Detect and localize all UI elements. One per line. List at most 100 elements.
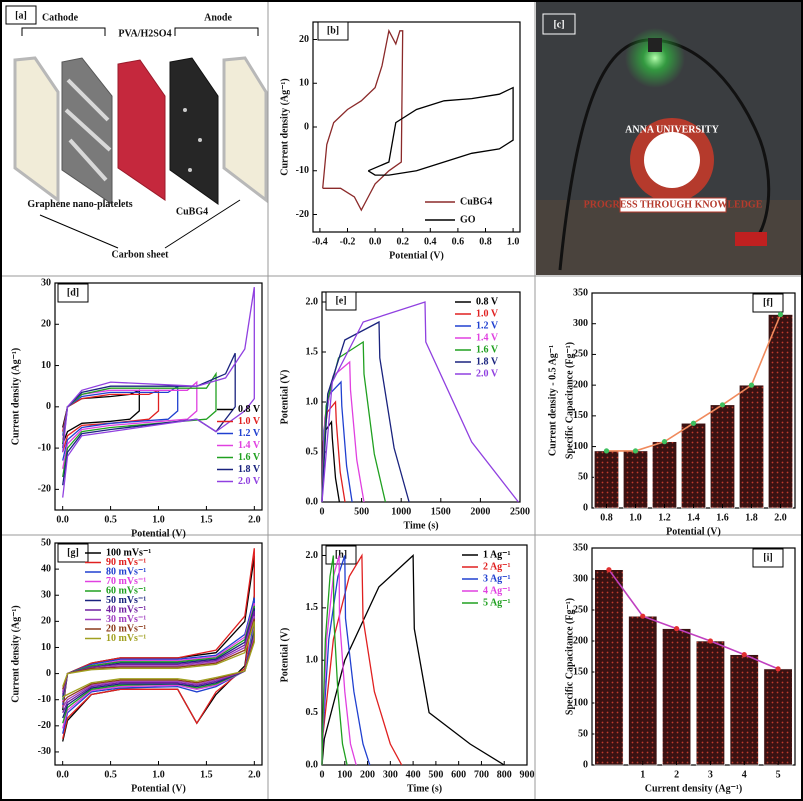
chart-panel: -20 -10 0 10 20 -0.4 -0.2 0.0 0.2 0.4 0.6 0.8 1.0 Pot…	[279, 21, 521, 261]
y-tick-label: 0	[46, 401, 51, 412]
bar	[763, 668, 793, 766]
x-tick-label: 400	[406, 769, 421, 780]
y-tick-label: 40	[41, 563, 51, 574]
legend-label: 4 Ag⁻¹	[483, 585, 510, 596]
x-tick-label: 1500	[431, 506, 451, 517]
trend-marker	[741, 652, 747, 658]
x-tick-label: 1.0	[629, 512, 642, 523]
y-tick-label: 0.0	[306, 496, 319, 507]
y-tick-label: 0	[46, 668, 51, 679]
x-tick-label: 2.0	[248, 514, 261, 525]
x-tick-label: 0.8	[600, 512, 613, 523]
legend-label: 1.0 V	[238, 416, 261, 427]
bar	[594, 450, 619, 509]
legend-label: CuBG4	[460, 196, 492, 207]
y-tick-label: -10	[38, 694, 51, 705]
legend-label: 0.8 V	[238, 404, 261, 415]
legend-label: 90 mVs⁻¹	[106, 557, 146, 568]
y-tick-label: -10	[296, 165, 309, 176]
x-tick-label: 200	[360, 769, 375, 780]
legend-label: 10 mVs⁻¹	[106, 633, 146, 644]
y-tick-label: 1.5	[306, 346, 319, 357]
electrolyte-label: PVA/H2SO4	[118, 28, 171, 39]
plot-frame	[591, 547, 796, 766]
legend-label: 2 Ag⁻¹	[483, 561, 510, 572]
y-axis-label: Current density (Ag⁻¹)	[10, 348, 21, 446]
panel-c: ANNA UNIVERSITY PROGRESS THROUGH KNOWLED…	[536, 2, 801, 275]
y-tick-label: 20	[41, 616, 51, 627]
panel-label-box	[752, 293, 784, 313]
series-line	[62, 385, 179, 461]
legend-label: GO	[460, 214, 476, 225]
y-tick-label: 1.5	[306, 602, 319, 613]
annotation: Current density - 0.5 Ag⁻¹	[547, 345, 558, 456]
x-tick-label: 800	[497, 769, 512, 780]
x-tick-label: 2.0	[248, 769, 261, 780]
panel-label: [a]	[15, 10, 27, 21]
x-tick-label: 1.4	[687, 512, 700, 523]
trend-marker	[603, 448, 610, 454]
x-tick-label: 300	[383, 769, 398, 780]
electrolyte-layer	[117, 59, 166, 201]
x-tick-label: 0.0	[56, 514, 69, 525]
trend-marker	[707, 638, 714, 644]
x-tick-label: 2500	[510, 506, 530, 517]
trend-marker	[632, 448, 639, 454]
sem-dot	[183, 108, 187, 112]
sem-dot	[198, 138, 202, 142]
x-tick-label: 700	[474, 769, 489, 780]
legend-label: 20 mVs⁻¹	[106, 623, 146, 634]
y-axis-label: Current density (Ag⁻¹)	[279, 78, 290, 176]
legend-label: 1.8 V	[238, 464, 261, 475]
series-line	[321, 555, 371, 766]
y-tick-label: 350	[573, 287, 588, 298]
x-tick-label: 1.2	[658, 512, 671, 523]
y-tick-label: 0.0	[306, 759, 319, 770]
x-tick-label: 1.0	[507, 236, 520, 247]
logo-banner	[619, 197, 727, 213]
substrate-label: Carbon sheet	[112, 249, 170, 260]
y-tick-label: 300	[573, 318, 588, 329]
y-tick-label: 50	[41, 537, 51, 548]
y-tick-label: 1.0	[306, 396, 319, 407]
y-tick-label: 2.0	[306, 550, 319, 561]
legend-label: 0.8 V	[476, 296, 499, 307]
cathode-label: Cathode	[42, 12, 79, 23]
bar	[768, 314, 793, 509]
plot-frame	[321, 291, 521, 503]
panel-label: [b]	[327, 25, 339, 36]
wire	[558, 38, 771, 271]
y-axis-label: Specific Capacitance (Fg⁻¹)	[564, 342, 575, 459]
x-tick-label: 0.6	[452, 236, 465, 247]
y-tick-label: 0	[304, 121, 309, 132]
series-line	[62, 371, 217, 478]
material-label: Graphene nano-platelets	[27, 199, 132, 210]
panel-label: [f]	[763, 297, 773, 308]
legend-label: 1 Ag⁻¹	[483, 549, 510, 560]
trend-marker	[748, 382, 755, 388]
x-tick-label: 0	[320, 769, 325, 780]
trend-marker	[606, 567, 612, 573]
y-axis-label: Current density (Ag⁻¹)	[10, 605, 21, 703]
panel-label-box	[542, 13, 576, 35]
x-tick-label: 500	[428, 769, 443, 780]
series-line	[321, 301, 519, 503]
x-tick-label: 0.5	[104, 514, 117, 525]
bar	[628, 615, 658, 766]
x-tick-label: -0.4	[312, 236, 328, 247]
x-tick-label: 2000	[470, 506, 490, 517]
x-tick-label: -0.2	[340, 236, 356, 247]
panel-label-box	[57, 283, 89, 303]
series-line	[367, 86, 514, 176]
legend-label: 1.4 V	[238, 440, 261, 451]
y-tick-label: 350	[573, 542, 588, 553]
series-line	[62, 287, 255, 498]
material-label: Graphene nano-platelets	[27, 199, 132, 210]
sem-dot	[188, 168, 192, 172]
x-tick-label: 2.0	[774, 512, 787, 523]
legend-label: 70 mVs⁻¹	[106, 576, 146, 587]
led-glow	[625, 28, 685, 88]
panel-label: [d]	[67, 287, 79, 298]
y-tick-label: -10	[38, 442, 51, 453]
plot-frame	[321, 544, 528, 766]
